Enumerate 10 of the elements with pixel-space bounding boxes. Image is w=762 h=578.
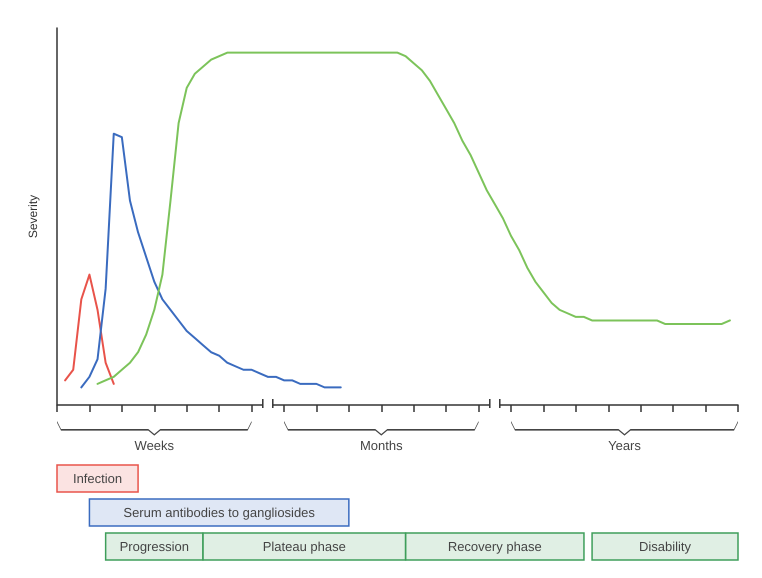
text: Recovery phase xyxy=(448,539,542,554)
text: Progression xyxy=(120,539,189,554)
text: Weeks xyxy=(134,438,175,453)
text: Years xyxy=(608,438,642,453)
text: Serum antibodies to gangliosides xyxy=(123,505,316,520)
text: Plateau phase xyxy=(262,539,346,554)
text: Infection xyxy=(72,471,122,486)
text: Disability xyxy=(639,539,692,554)
y-axis-title: Severity xyxy=(26,194,40,238)
text: Months xyxy=(360,438,404,453)
